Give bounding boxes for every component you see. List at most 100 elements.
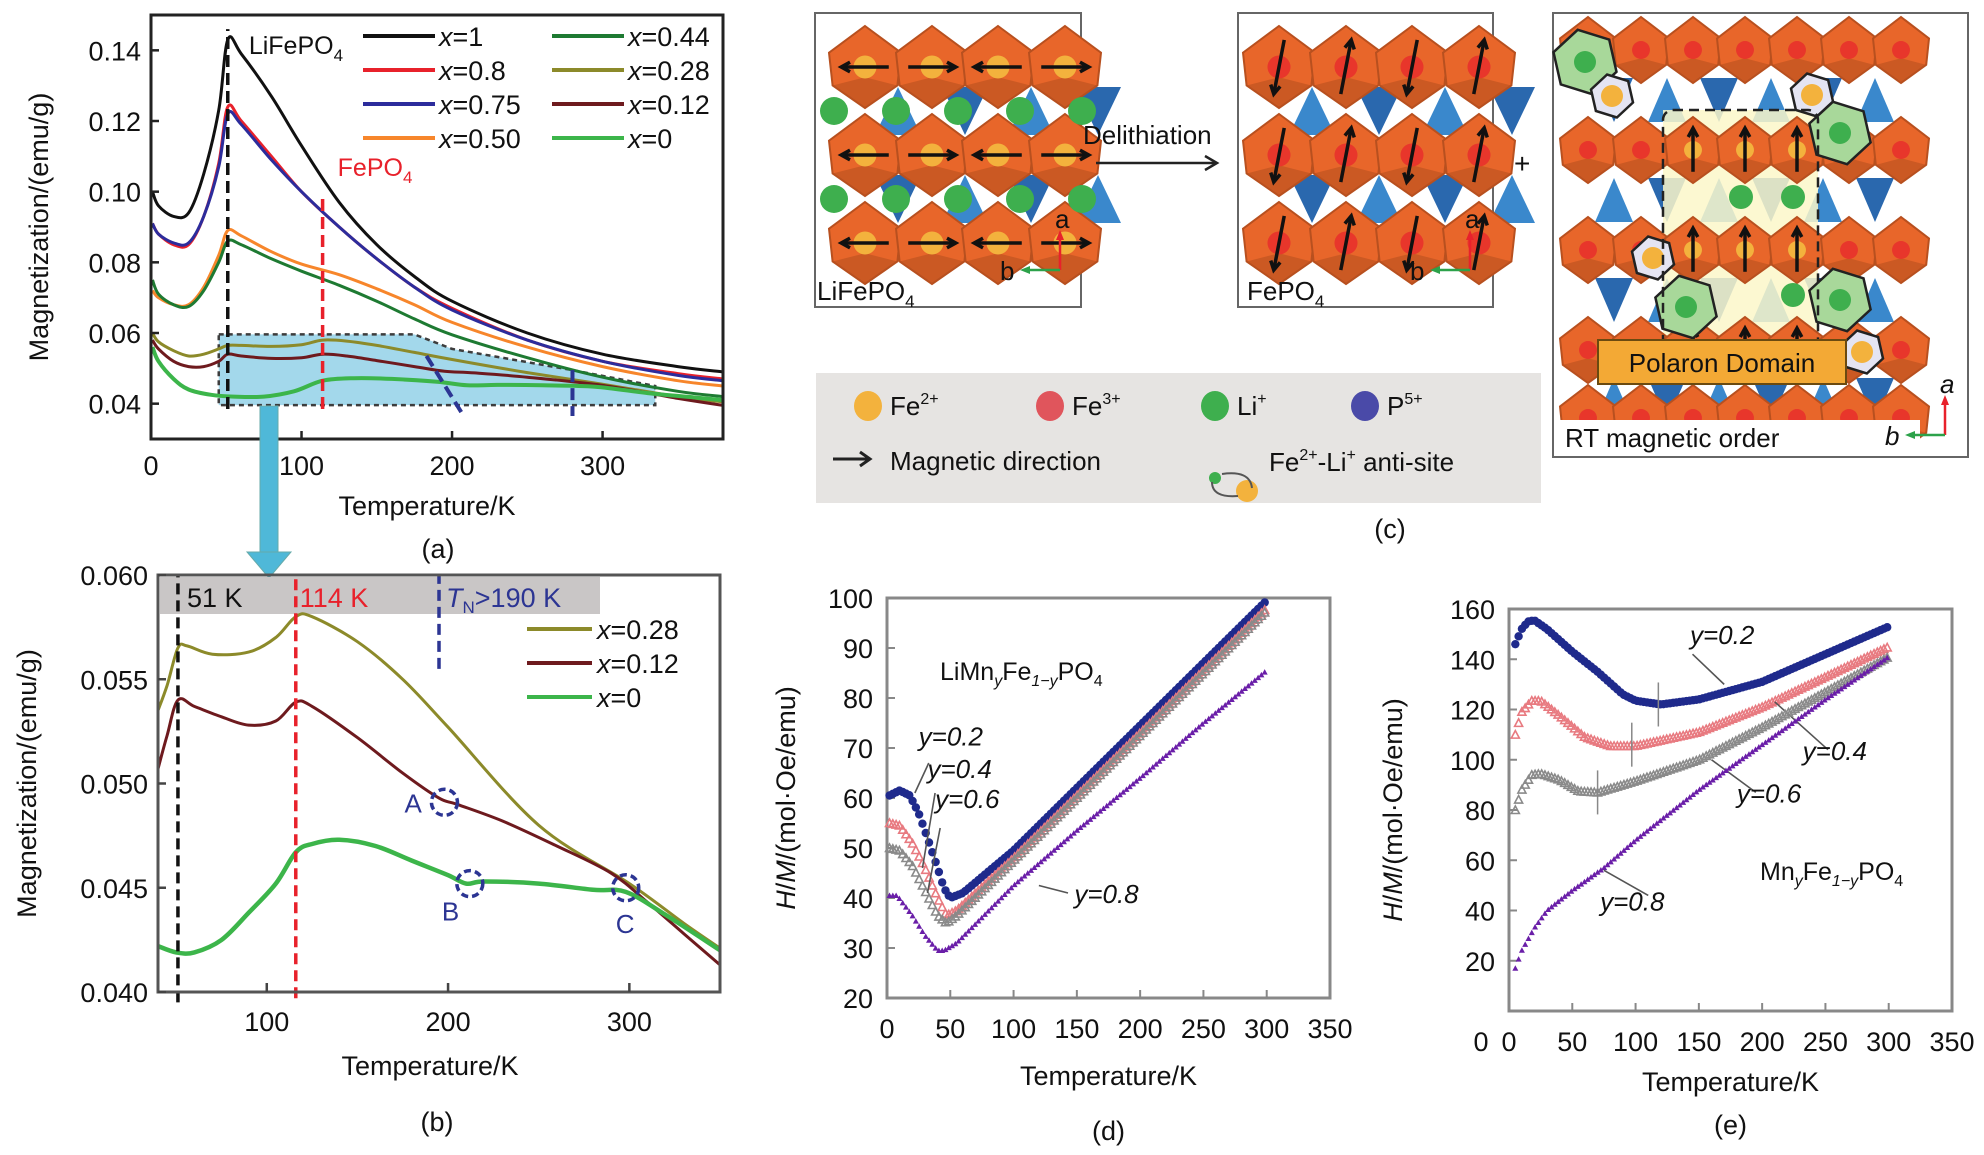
connector-shaft <box>259 405 279 555</box>
axis-a-head <box>1056 230 1064 240</box>
data-point <box>1752 746 1759 752</box>
octahedron-shade <box>1246 165 1312 196</box>
connector-head <box>245 551 293 579</box>
data-point <box>1614 853 1621 859</box>
data-point <box>985 908 992 914</box>
data-point <box>1871 646 1883 657</box>
x-axis-label: Temperature/K <box>1642 1067 1819 1097</box>
legend-ion-dot <box>1351 391 1379 421</box>
data-point <box>918 819 927 828</box>
spin-arrow-shaft <box>1339 127 1353 183</box>
octahedron-shade <box>1246 77 1312 108</box>
fe-octahedron <box>1558 115 1618 185</box>
data-point <box>1024 870 1031 876</box>
data-point <box>1205 715 1212 722</box>
fe-octahedron <box>827 200 903 286</box>
label-leader <box>914 762 930 794</box>
data-point <box>1809 676 1821 687</box>
legend-ion-label: Fe2+ <box>890 391 939 421</box>
legend-label: x=0.12 <box>595 649 679 679</box>
fe-octahedron <box>1441 112 1517 198</box>
li-ion <box>944 185 972 213</box>
data-point <box>1083 819 1090 825</box>
data-point <box>906 908 913 914</box>
data-point <box>1087 816 1094 822</box>
data-point <box>937 878 947 887</box>
data-point <box>1788 720 1795 727</box>
text-part: x <box>595 649 612 679</box>
y-tick-label: 0.06 <box>88 319 141 349</box>
spin-arrow-head <box>946 236 960 250</box>
data-point <box>897 848 909 859</box>
data-point <box>1696 786 1703 792</box>
text-part: =0.12 <box>642 90 710 120</box>
data-point <box>1051 847 1058 853</box>
spin-arrow-shaft <box>1405 215 1419 271</box>
axis-a-label: a <box>1465 204 1480 234</box>
panel-label-e: (e) <box>1714 1110 1747 1140</box>
text-part: H <box>1378 902 1408 922</box>
data-point <box>955 937 962 944</box>
plus-sign: + <box>1514 148 1530 179</box>
x-tick-label: 50 <box>1557 1027 1587 1057</box>
data-point <box>1881 651 1893 662</box>
spin-arrow-head <box>1079 148 1093 162</box>
fe-octahedron <box>1374 112 1450 198</box>
text-part: 4 <box>334 46 343 65</box>
fe-octahedron <box>1241 112 1317 198</box>
anomaly-label-C: C <box>616 909 635 939</box>
data-point <box>919 928 926 934</box>
data-point <box>1564 890 1571 897</box>
fe-octahedron <box>1308 112 1384 198</box>
data-point <box>1605 782 1617 793</box>
data-point <box>1867 665 1874 672</box>
data-point <box>1848 657 1860 668</box>
text-part: =0.8 <box>453 56 506 86</box>
fe-octahedron <box>1374 200 1450 286</box>
data-point <box>1625 776 1636 787</box>
data-point <box>1509 728 1521 739</box>
data-point <box>1047 850 1054 856</box>
data-point <box>1182 735 1189 741</box>
y-tick-label: 60 <box>843 784 873 814</box>
series-y-0-4: y=0.4 <box>1509 641 1893 767</box>
data-point <box>962 931 969 937</box>
fe-ion <box>1579 341 1597 359</box>
li-ion <box>1781 283 1805 307</box>
data-point <box>897 824 909 835</box>
data-point <box>1103 802 1110 809</box>
compound-annotation: LiFePO4 <box>249 32 343 65</box>
label-leader <box>926 827 941 894</box>
transition-band <box>160 577 600 614</box>
data-point <box>1862 651 1873 662</box>
data-point <box>903 833 915 844</box>
text-part: 4 <box>1094 673 1103 690</box>
octahedron-shade <box>1719 58 1771 83</box>
data-point <box>1523 774 1534 785</box>
axis-b-label: b <box>1885 421 1899 451</box>
y-axis-label: H/M/(mol·Oe/emu) <box>771 686 801 910</box>
data-point <box>1828 692 1835 699</box>
text-part: Fe <box>890 391 920 421</box>
fe-octahedron <box>1663 15 1723 85</box>
text-part: anti-site <box>1356 447 1454 477</box>
antisite-ion <box>1574 51 1596 73</box>
data-point <box>1067 833 1074 839</box>
data-point <box>1824 694 1831 701</box>
fe-octahedron <box>894 24 970 110</box>
antisite-ion <box>1829 289 1851 311</box>
text-part: Li <box>1237 391 1257 421</box>
data-point <box>1021 873 1028 879</box>
data-point <box>1070 830 1077 836</box>
data-point <box>1756 701 1768 712</box>
data-point <box>1248 680 1255 686</box>
data-point <box>1799 680 1811 691</box>
fe-octahedron <box>1871 215 1931 285</box>
text-part: FePO <box>338 154 403 182</box>
label-leader <box>1691 653 1725 685</box>
delithiation-label: Delithiation <box>1083 120 1212 150</box>
data-point <box>1608 781 1620 792</box>
x-tick-label: 300 <box>1866 1027 1911 1057</box>
y-tick-label: 0.04 <box>88 390 141 420</box>
data-point <box>1661 764 1673 775</box>
